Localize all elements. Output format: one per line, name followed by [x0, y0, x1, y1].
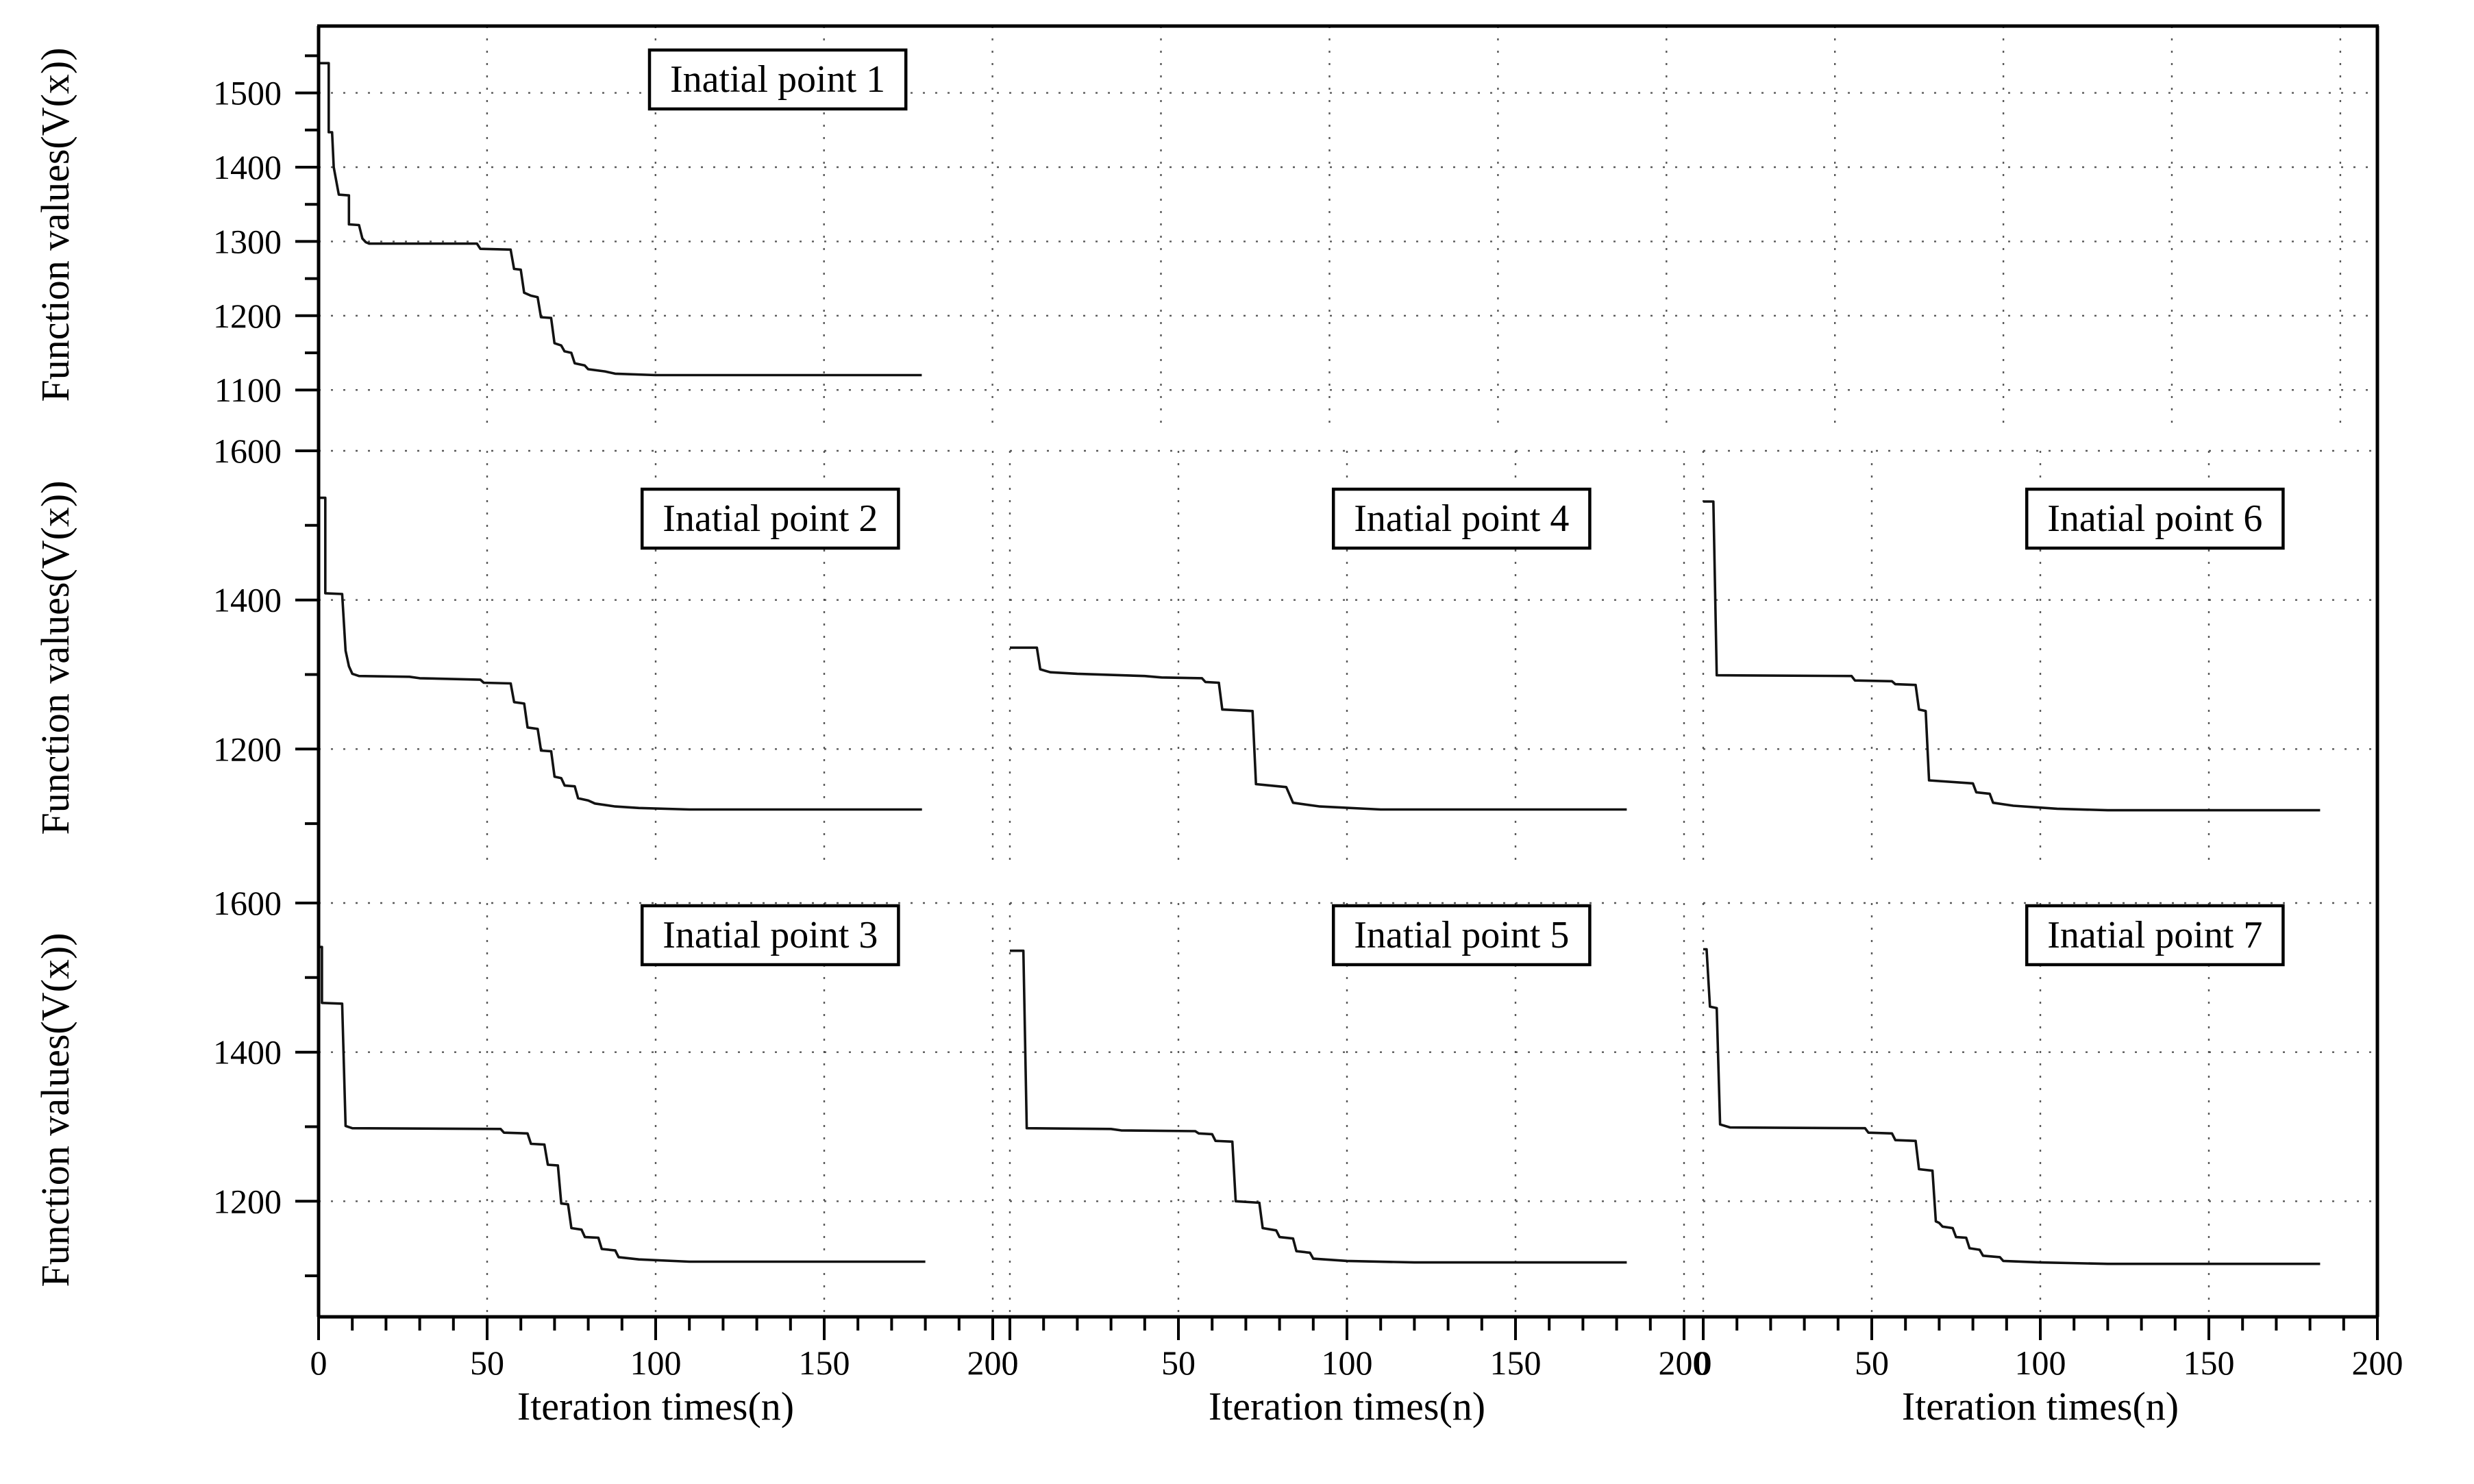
plot-title: Inatial point 7: [2047, 914, 2262, 956]
plot-title-box: [647, 48, 908, 111]
plot-area: 0 50 100 150 200 Inatial point 7: [1695, 902, 2403, 1382]
x-tick-label: 50: [1161, 1344, 1196, 1382]
x-tick-label: 200: [2352, 1344, 2403, 1382]
x-tick-label: 200: [1659, 1344, 1710, 1382]
x-tick-label: 150: [2184, 1344, 2235, 1382]
plot-area: 1200 1400 1600 0 50 100 150 200 Inatial point 3: [213, 884, 1019, 1382]
x-tick-label: 100: [630, 1344, 682, 1382]
plot-title: Inatial point 1: [670, 58, 885, 101]
plot-area: 1100 1200 1300 1400 1500 Inatial point 1: [213, 26, 2377, 423]
x-axis-title: Iteration times(n): [517, 1384, 794, 1429]
series-line: [319, 62, 922, 377]
x-tick-label: 100: [1322, 1344, 1373, 1382]
plot-title-box: [1331, 487, 1592, 550]
plot-title: Inatial point 6: [2047, 497, 2262, 540]
plot-area: Inatial point 6: [1702, 449, 2379, 865]
y-tick-label: 1400: [213, 148, 282, 186]
y-axis-title: Function values(V(x)): [33, 47, 77, 401]
x-tick-label: 0: [1002, 1344, 1019, 1382]
plot-title: Inatial point 5: [1354, 914, 1569, 956]
y-axis-title: Function values(V(x)): [33, 480, 77, 834]
y-tick-label: 1200: [213, 1182, 282, 1220]
x-tick-label: 150: [1490, 1344, 1542, 1382]
x-tick-label: 100: [2015, 1344, 2066, 1382]
plot-area: 0 50 100 150 200 Inatial point 5: [1002, 902, 1710, 1382]
plot-title-box: [2025, 487, 2285, 550]
x-tick-label: 200: [967, 1344, 1019, 1382]
y-tick-label: 1200: [213, 730, 282, 768]
x-tick-label: 150: [799, 1344, 850, 1382]
y-tick-label: 1500: [213, 74, 282, 112]
plot-title-box: [640, 904, 900, 967]
plot-area: 1200 1400 1600 Inatial point 2: [213, 432, 994, 865]
y-tick-label: 1400: [213, 581, 282, 619]
y-tick-label: 1200: [213, 297, 282, 335]
series-line: [1010, 949, 1627, 1264]
plot-title-box: [2025, 904, 2285, 967]
plot-title-box: [1331, 904, 1592, 967]
plot-area: Inatial point 4: [1009, 449, 1685, 865]
plot-title: Inatial point 3: [663, 914, 878, 956]
plot-title-box: [640, 487, 900, 550]
x-tick-label: 0: [1695, 1344, 1712, 1382]
series-line: [1010, 646, 1627, 811]
series-line: [319, 496, 922, 811]
y-tick-label: 1600: [213, 432, 282, 470]
x-tick-label: 50: [470, 1344, 504, 1382]
series-line: [1703, 500, 2321, 812]
y-tick-label: 1600: [213, 884, 282, 922]
y-tick-label: 1300: [213, 222, 282, 260]
x-axis-title: Iteration times(n): [1209, 1384, 1485, 1429]
series-line: [1703, 948, 2321, 1265]
y-axis-title: Function values(V(x)): [33, 932, 77, 1287]
x-axis-title: Iteration times(n): [1902, 1384, 2179, 1429]
plot-title: Inatial point 2: [663, 497, 878, 540]
plot-title: Inatial point 4: [1354, 497, 1569, 540]
y-tick-label: 1400: [213, 1033, 282, 1072]
x-tick-label: 0: [310, 1344, 327, 1382]
y-tick-label: 1100: [214, 371, 282, 409]
x-tick-label: 50: [1855, 1344, 1889, 1382]
series-line: [319, 945, 926, 1263]
